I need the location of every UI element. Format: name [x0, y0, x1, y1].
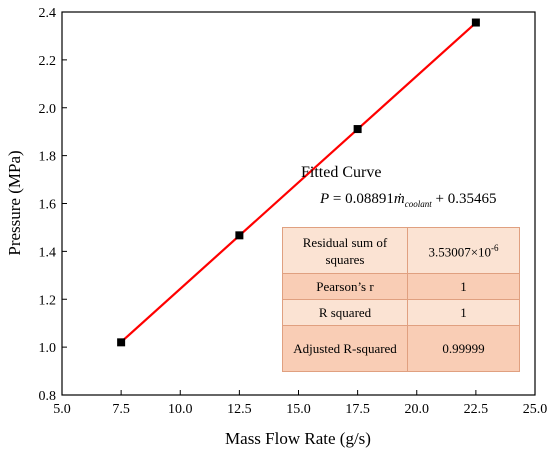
y-tick-label: 2.0 — [39, 102, 57, 117]
table-label: Pearson’s r — [282, 273, 408, 300]
table-label: R squared — [282, 299, 408, 326]
x-axis-ticks: 5.0 7.5 10.0 12.5 15.0 17.5 20.0 22.5 25.0 — [53, 390, 547, 417]
y-tick-label: 0.8 — [39, 389, 57, 404]
x-tick-label: 22.5 — [464, 402, 489, 417]
y-tick-label: 1.2 — [39, 293, 57, 308]
x-tick-label: 20.0 — [405, 402, 430, 417]
x-axis-label: Mass Flow Rate (g/s) — [225, 429, 371, 448]
y-tick-label: 1.6 — [39, 198, 57, 213]
exponent: -6 — [491, 243, 499, 254]
table-label: Adjusted R-squared — [282, 325, 408, 372]
eq-op: = 0.08891 — [329, 191, 394, 207]
table-row: Adjusted R-squared 0.99999 — [282, 325, 520, 372]
eq-rest: + 0.35465 — [431, 191, 497, 207]
table-value: 0.99999 — [407, 325, 520, 372]
data-point — [353, 125, 362, 134]
eq-lhs: P — [320, 191, 330, 207]
x-tick-label: 17.5 — [345, 402, 370, 417]
x-tick-label: 10.0 — [168, 402, 193, 417]
x-tick-label: 7.5 — [112, 402, 130, 417]
y-axis-ticks: 0.8 1.0 1.2 1.4 1.6 1.8 2.0 2.2 2.4 — [39, 6, 67, 404]
y-tick-label: 2.4 — [39, 6, 57, 21]
eq-var: ṁ — [393, 191, 405, 207]
table-label: Residual sum of squares — [282, 227, 408, 274]
table-row: Pearson’s r 1 — [282, 273, 520, 300]
y-tick-label: 1.8 — [39, 150, 57, 165]
data-point — [471, 18, 480, 27]
x-tick-label: 25.0 — [523, 402, 548, 417]
x-tick-label: 15.0 — [286, 402, 311, 417]
y-tick-label: 1.0 — [39, 341, 57, 356]
y-tick-label: 2.2 — [39, 54, 57, 69]
fit-line — [120, 21, 477, 343]
fit-stats-table: Residual sum of squares 3.53007×10-6 Pea… — [282, 227, 520, 372]
table-value: 1 — [407, 299, 520, 326]
table-value: 1 — [407, 273, 520, 300]
x-tick-label: 5.0 — [53, 402, 71, 417]
data-point — [235, 231, 244, 240]
fit-title: Fitted Curve — [301, 164, 382, 181]
eq-sub: coolant — [404, 199, 432, 209]
fit-equation: P = 0.08891ṁcoolant + 0.35465 — [320, 191, 496, 209]
x-tick-label: 12.5 — [227, 402, 252, 417]
table-row: R squared 1 — [282, 299, 520, 326]
y-axis-label: Pressure (MPa) — [5, 150, 24, 255]
table-value: 3.53007×10-6 — [407, 227, 520, 274]
y-tick-label: 1.4 — [39, 245, 57, 260]
table-row: Residual sum of squares 3.53007×10-6 — [282, 227, 520, 274]
data-point — [117, 338, 126, 347]
series-layer — [117, 18, 480, 347]
